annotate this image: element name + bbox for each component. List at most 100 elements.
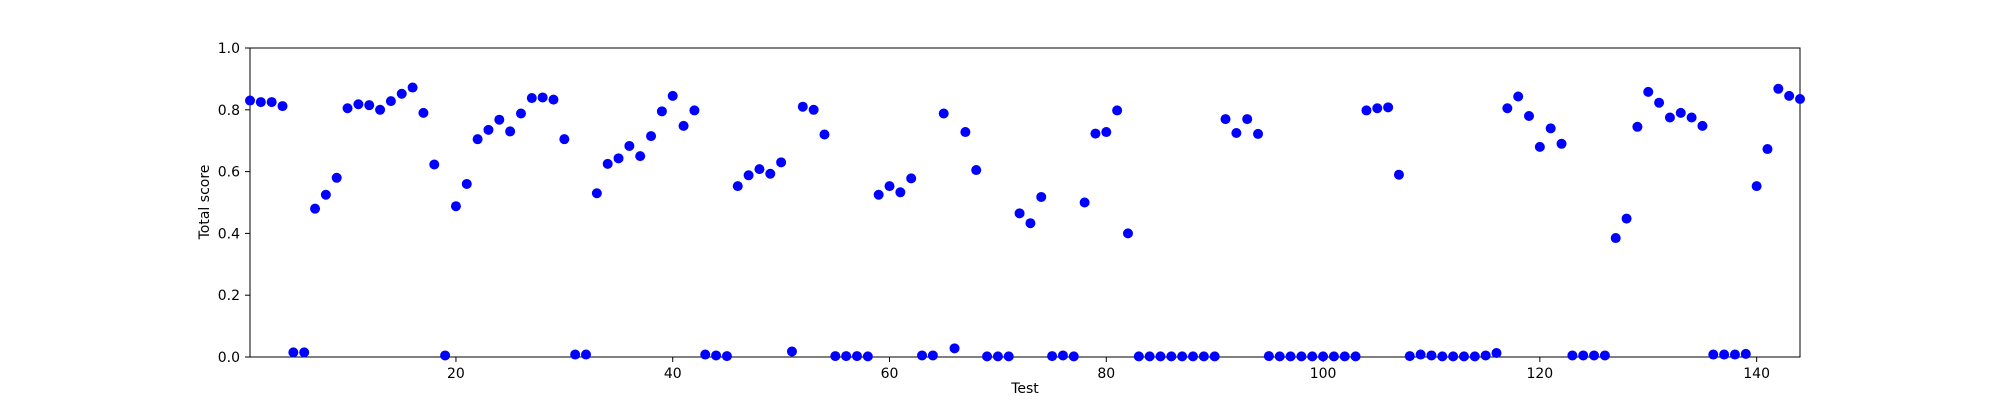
data-point (591, 188, 602, 199)
data-point (1242, 114, 1253, 125)
data-point (1773, 83, 1784, 94)
data-point (1784, 90, 1795, 101)
data-point (895, 187, 906, 198)
data-point (624, 140, 635, 151)
data-point (1632, 121, 1643, 132)
data-point (505, 126, 516, 137)
data-point (559, 134, 570, 145)
y-tick-label: 0.4 (218, 226, 240, 242)
data-point (700, 349, 711, 360)
data-point (1708, 349, 1719, 360)
y-tick-label: 0.2 (218, 288, 240, 304)
data-point (1188, 351, 1199, 362)
data-point (396, 88, 407, 99)
data-point (450, 201, 461, 212)
data-point (310, 203, 321, 214)
data-point (515, 108, 526, 119)
data-point (1220, 114, 1231, 125)
data-point (1112, 105, 1123, 116)
data-point (927, 350, 938, 361)
data-point (1144, 351, 1155, 362)
data-point (1296, 351, 1307, 362)
data-point (548, 94, 559, 105)
x-axis-label: Test (1010, 381, 1039, 397)
data-point (743, 170, 754, 181)
data-point (797, 101, 808, 112)
data-point (1393, 169, 1404, 180)
data-point (776, 157, 787, 168)
data-point (342, 103, 353, 114)
data-point (1469, 351, 1480, 362)
data-point (1502, 103, 1513, 114)
data-point (1480, 350, 1491, 361)
data-point (1101, 127, 1112, 138)
data-point (830, 351, 841, 362)
data-point (570, 349, 581, 360)
data-point (1524, 110, 1535, 121)
data-point (1426, 350, 1437, 361)
data-point (1762, 144, 1773, 155)
data-point (299, 347, 310, 358)
data-point (884, 181, 895, 192)
data-point (1328, 351, 1339, 362)
data-point (1458, 351, 1469, 362)
data-point (494, 114, 505, 125)
data-point (429, 159, 440, 170)
data-point (1036, 191, 1047, 202)
data-point (255, 97, 266, 108)
data-point (1350, 351, 1361, 362)
data-point (635, 151, 646, 162)
data-point (1079, 197, 1090, 208)
data-point (851, 351, 862, 362)
data-point (1643, 86, 1654, 97)
data-point (906, 173, 917, 184)
data-point (982, 351, 993, 362)
x-tick-label: 80 (1097, 366, 1115, 382)
data-point (375, 104, 386, 115)
data-point (320, 189, 331, 200)
data-point (472, 134, 483, 145)
data-point (407, 82, 418, 93)
data-point (353, 99, 364, 110)
data-point (1090, 128, 1101, 139)
data-point (537, 92, 548, 103)
data-point (1198, 351, 1209, 362)
data-point (1372, 103, 1383, 114)
data-point (765, 168, 776, 179)
data-point (1404, 351, 1415, 362)
x-tick-label: 40 (664, 366, 682, 382)
data-point (1567, 350, 1578, 361)
data-point (1274, 351, 1285, 362)
data-point (1534, 141, 1545, 152)
data-point (1339, 351, 1350, 362)
data-point (1729, 349, 1740, 360)
data-point (1057, 350, 1068, 361)
data-point (1719, 349, 1730, 360)
data-point (656, 106, 667, 117)
data-point (1263, 351, 1274, 362)
data-point (732, 181, 743, 192)
data-point (1599, 350, 1610, 361)
data-point (841, 351, 852, 362)
data-point (1253, 128, 1264, 139)
data-point (1231, 127, 1242, 138)
data-point (483, 124, 494, 135)
data-point (1122, 228, 1133, 239)
y-tick-label: 0.0 (218, 350, 240, 366)
x-tick-label: 100 (1310, 366, 1337, 382)
y-axis-label: Total score (197, 165, 213, 241)
data-point (613, 153, 624, 164)
data-point (938, 108, 949, 119)
y-tick-label: 1.0 (218, 41, 240, 57)
data-point (1686, 112, 1697, 123)
data-point (1545, 123, 1556, 134)
plot-area (249, 47, 1801, 358)
data-point (992, 351, 1003, 362)
data-point (1025, 218, 1036, 229)
y-tick-label: 0.6 (218, 165, 240, 181)
data-point (1209, 351, 1220, 362)
data-point (288, 347, 299, 358)
data-point (526, 93, 537, 104)
data-point (711, 350, 722, 361)
